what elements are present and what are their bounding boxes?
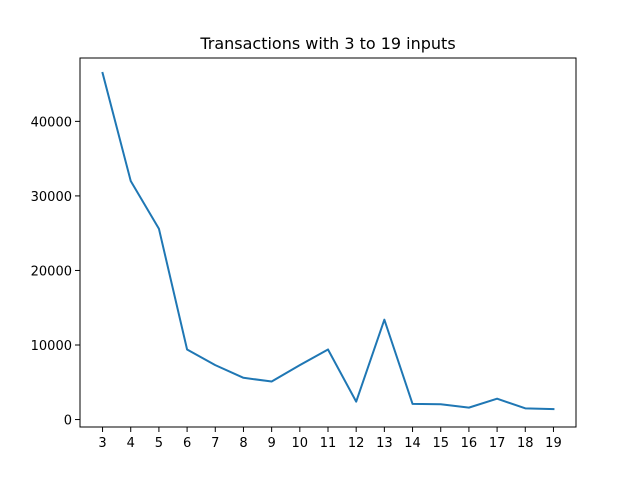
x-tick-label: 7 bbox=[211, 436, 219, 451]
y-tick-label: 30000 bbox=[31, 190, 72, 205]
x-tick-label: 3 bbox=[98, 436, 106, 451]
x-tick-label: 14 bbox=[404, 436, 421, 451]
x-tick-label: 4 bbox=[127, 436, 135, 451]
x-tick-label: 13 bbox=[376, 436, 393, 451]
chart-title: Transactions with 3 to 19 inputs bbox=[199, 34, 455, 53]
plot-area: 3 4 5 6 7 8 9 10 11 12 13 14 15 16 17 18 19 0 10000 20000 30… bbox=[31, 57, 577, 451]
x-tick-label: 8 bbox=[239, 436, 247, 451]
y-tick-label: 0 bbox=[64, 414, 72, 429]
x-tick-label: 6 bbox=[183, 436, 191, 451]
x-tick-label: 9 bbox=[267, 436, 275, 451]
x-tick-label: 18 bbox=[517, 436, 534, 451]
series-line-0 bbox=[101, 71, 555, 411]
x-tick-label: 17 bbox=[489, 436, 506, 451]
x-tick-label: 5 bbox=[155, 436, 163, 451]
x-tick-label: 19 bbox=[545, 436, 562, 451]
y-tick-label: 40000 bbox=[31, 115, 72, 130]
x-tick-label: 16 bbox=[461, 436, 478, 451]
x-tick-label: 10 bbox=[292, 436, 309, 451]
y-tick-label: 20000 bbox=[31, 264, 72, 279]
x-tick-label: 11 bbox=[320, 436, 337, 451]
y-tick-label: 10000 bbox=[31, 339, 72, 354]
x-tick-label: 15 bbox=[432, 436, 449, 451]
x-tick-label: 12 bbox=[348, 436, 365, 451]
